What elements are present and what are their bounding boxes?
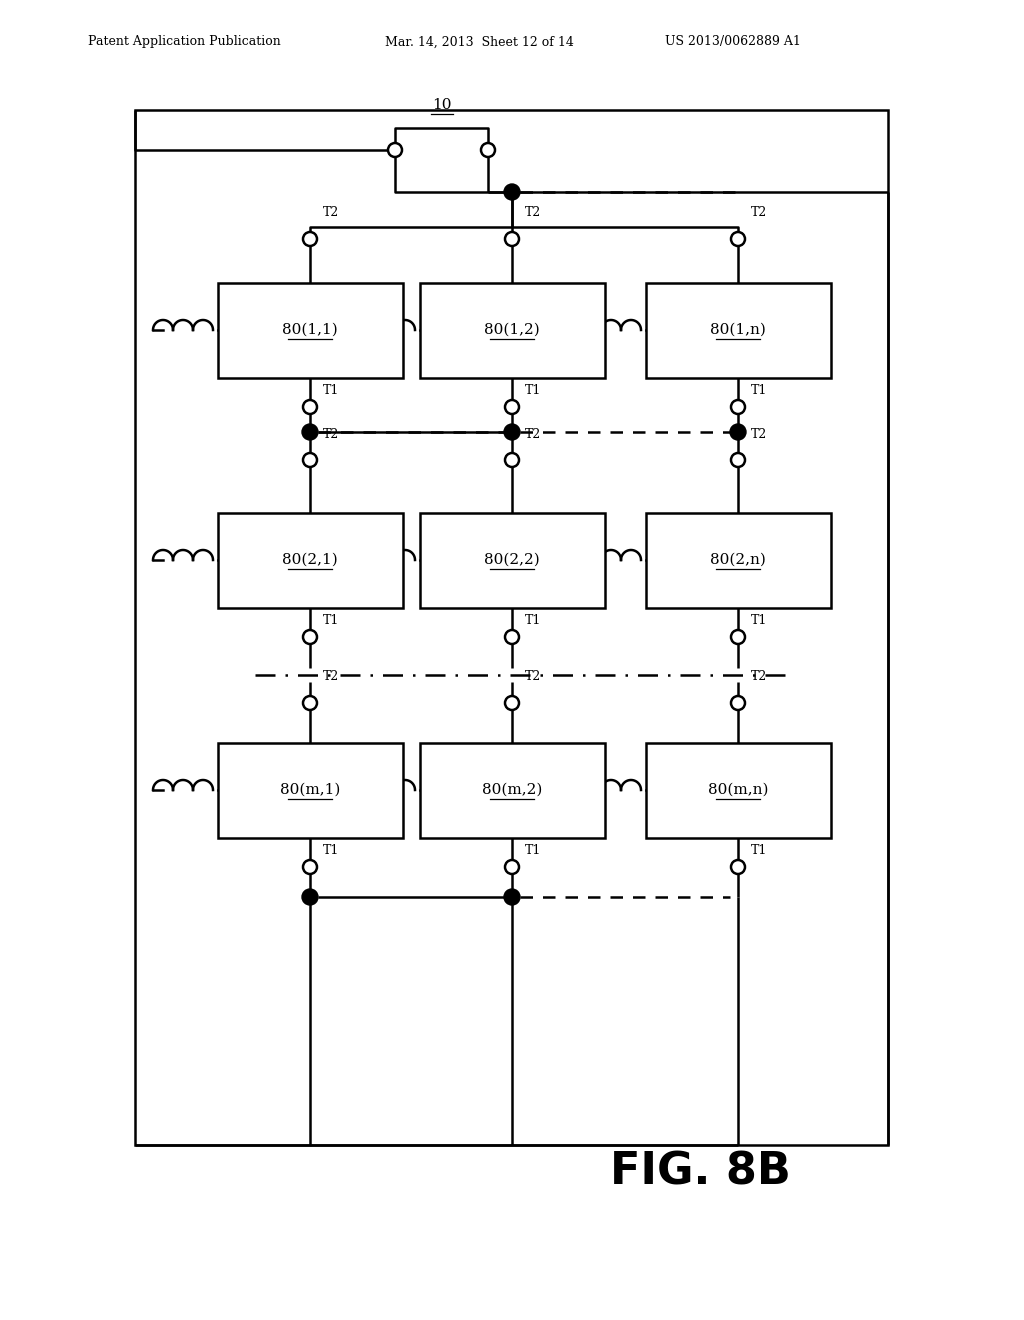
Circle shape: [303, 696, 317, 710]
Bar: [645, 512, 830, 607]
Text: 80(2,2): 80(2,2): [484, 553, 540, 568]
Bar: [645, 742, 830, 837]
Text: T1: T1: [323, 384, 339, 397]
Circle shape: [388, 143, 402, 157]
Text: US 2013/0062889 A1: US 2013/0062889 A1: [665, 36, 801, 49]
Text: T1: T1: [751, 384, 767, 397]
Bar: [420, 282, 604, 378]
Bar: [135, 110, 888, 1144]
Text: 80(1,2): 80(1,2): [484, 323, 540, 337]
Bar: [217, 742, 402, 837]
Text: T1: T1: [323, 845, 339, 858]
Text: T1: T1: [525, 384, 542, 397]
Text: 10: 10: [432, 98, 452, 112]
Circle shape: [481, 143, 495, 157]
Text: T1: T1: [751, 615, 767, 627]
Circle shape: [731, 400, 745, 414]
Text: 80(m,n): 80(m,n): [708, 783, 768, 797]
Text: Patent Application Publication: Patent Application Publication: [88, 36, 281, 49]
Text: T1: T1: [525, 615, 542, 627]
Circle shape: [731, 861, 745, 874]
Text: 80(1,1): 80(1,1): [283, 323, 338, 337]
Circle shape: [505, 232, 519, 246]
Circle shape: [303, 400, 317, 414]
Circle shape: [504, 424, 520, 440]
Circle shape: [731, 453, 745, 467]
Text: T2: T2: [323, 428, 339, 441]
Bar: [217, 512, 402, 607]
Text: T1: T1: [525, 845, 542, 858]
Circle shape: [505, 400, 519, 414]
Circle shape: [504, 888, 520, 906]
Circle shape: [302, 424, 318, 440]
Text: 80(m,2): 80(m,2): [482, 783, 542, 797]
Text: T2: T2: [323, 206, 339, 219]
Text: T2: T2: [751, 206, 767, 219]
Text: T2: T2: [323, 671, 339, 684]
Text: FIG. 8B: FIG. 8B: [609, 1151, 791, 1193]
Text: 80(1,n): 80(1,n): [710, 323, 766, 337]
Bar: [217, 282, 402, 378]
Circle shape: [731, 630, 745, 644]
Circle shape: [731, 232, 745, 246]
Text: T2: T2: [751, 428, 767, 441]
Bar: [645, 282, 830, 378]
Circle shape: [303, 630, 317, 644]
Bar: [420, 742, 604, 837]
Circle shape: [303, 861, 317, 874]
Text: T2: T2: [525, 671, 542, 684]
Circle shape: [505, 453, 519, 467]
Text: T2: T2: [751, 671, 767, 684]
Text: 80(2,1): 80(2,1): [283, 553, 338, 568]
Circle shape: [303, 232, 317, 246]
Text: T1: T1: [323, 615, 339, 627]
Circle shape: [505, 861, 519, 874]
Circle shape: [505, 630, 519, 644]
Circle shape: [504, 183, 520, 201]
Text: Mar. 14, 2013  Sheet 12 of 14: Mar. 14, 2013 Sheet 12 of 14: [385, 36, 573, 49]
Text: T1: T1: [751, 845, 767, 858]
Circle shape: [302, 888, 318, 906]
Text: 80(2,n): 80(2,n): [710, 553, 766, 568]
Text: 80(m,1): 80(m,1): [280, 783, 340, 797]
Bar: [420, 512, 604, 607]
Text: T2: T2: [525, 428, 542, 441]
Text: T2: T2: [525, 206, 542, 219]
Circle shape: [731, 696, 745, 710]
Circle shape: [303, 453, 317, 467]
Circle shape: [505, 696, 519, 710]
Circle shape: [730, 424, 746, 440]
